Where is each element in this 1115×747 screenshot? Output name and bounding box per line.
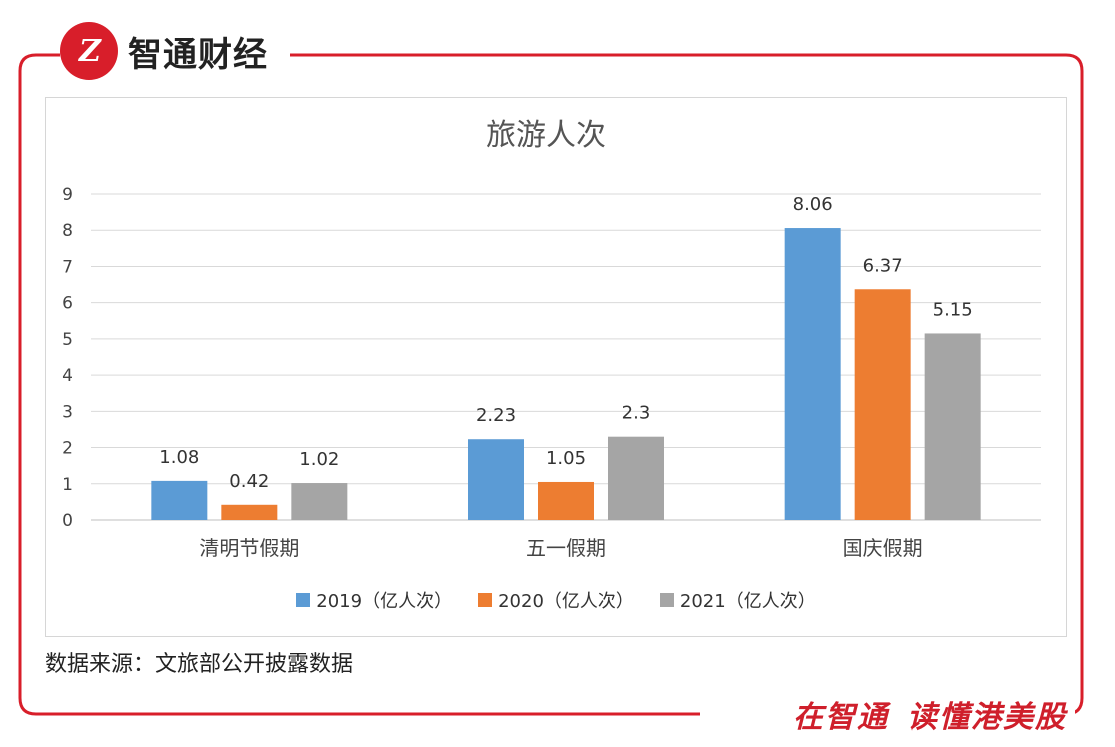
chart-container: 1.08 0.42 1.02 2.23 1.05 2.3 8.06 6.37 5.15 0 1 2 3… xyxy=(45,97,1067,637)
x-category-label: 国庆假期 xyxy=(843,536,923,560)
y-tick-label: 3 xyxy=(62,402,73,422)
bar xyxy=(608,436,664,520)
y-tick-label: 8 xyxy=(62,221,73,241)
data-label: 1.08 xyxy=(159,447,199,468)
legend-item-2021: 2021（亿人次） xyxy=(659,587,816,613)
data-label: 1.02 xyxy=(299,449,339,470)
bar xyxy=(784,228,841,520)
y-tick-label: 7 xyxy=(62,257,73,277)
x-category-label: 清明节假期 xyxy=(199,536,299,560)
y-tick-label: 9 xyxy=(62,185,73,205)
bar-chart: 1.08 0.42 1.02 2.23 1.05 2.3 8.06 6.37 5.15 0 1 2 3… xyxy=(62,118,1041,560)
data-source-note: 数据来源：文旅部公开披露数据 xyxy=(45,652,354,677)
legend-swatch-2019 xyxy=(296,593,311,607)
legend-label-2019: 2019（亿人次） xyxy=(316,591,453,612)
y-tick-label: 6 xyxy=(62,294,73,314)
chart-legend: 2019（亿人次） 2020（亿人次） 2021（亿人次） xyxy=(46,587,1066,613)
bar xyxy=(468,439,524,520)
legend-swatch-2021 xyxy=(659,593,674,607)
data-label: 0.42 xyxy=(229,471,269,492)
slogan-part1: 在智通 xyxy=(793,700,889,735)
chart-title: 旅游人次 xyxy=(486,118,606,153)
bar xyxy=(291,483,348,520)
y-tick-label: 5 xyxy=(62,330,73,350)
y-tick-label: 1 xyxy=(62,475,73,495)
y-tick-label: 0 xyxy=(62,511,73,531)
data-label: 6.37 xyxy=(863,255,903,276)
data-label: 2.23 xyxy=(476,405,516,426)
bar xyxy=(538,481,594,520)
data-label: 1.05 xyxy=(546,448,586,469)
legend-label-2020: 2020（亿人次） xyxy=(498,591,634,612)
bar xyxy=(854,289,911,520)
data-label: 5.15 xyxy=(933,299,973,320)
legend-item-2019: 2019（亿人次） xyxy=(296,587,452,613)
legend-item-2020: 2020（亿人次） xyxy=(478,587,634,613)
x-category-label: 五一假期 xyxy=(526,536,606,560)
y-tick-label: 2 xyxy=(62,439,73,459)
slogan-part2: 读懂港美股 xyxy=(907,700,1067,735)
bar xyxy=(151,480,208,520)
data-label: 8.06 xyxy=(793,194,833,215)
brand-header: Z 智通财经 xyxy=(60,16,282,86)
brand-logo-icon: Z xyxy=(60,22,118,80)
legend-swatch-2020 xyxy=(478,593,493,607)
bar xyxy=(221,504,278,520)
legend-label-2021: 2021（亿人次） xyxy=(679,591,816,612)
brand-name: 智通财经 xyxy=(128,34,268,75)
data-label: 2.3 xyxy=(622,403,651,424)
y-tick-label: 4 xyxy=(62,366,73,386)
bar xyxy=(924,333,981,520)
slogan: 在智通 读懂港美股 xyxy=(785,692,1075,736)
